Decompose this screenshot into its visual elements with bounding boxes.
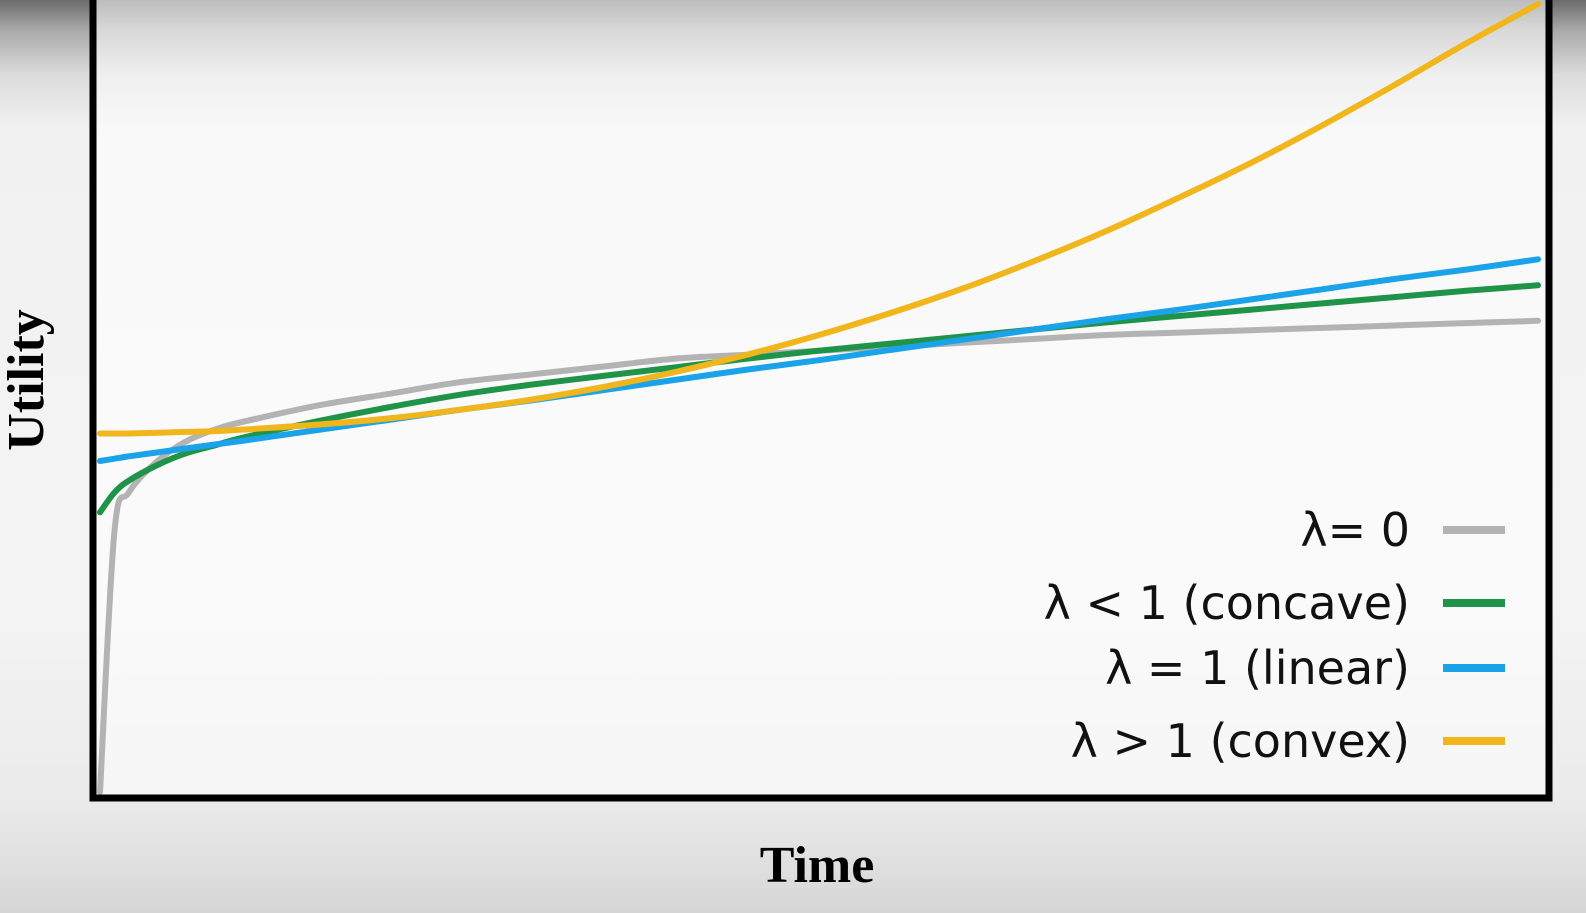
legend-label-3: λ = 1 (linear): [1105, 641, 1410, 695]
series-layer: [97, 1, 1541, 795]
x-axis-label: Time: [760, 837, 875, 894]
legend: λ= 0 λ < 1 (concave) λ = 1 (linear) λ > 1 (…: [1044, 503, 1505, 768]
legend-label-1: λ= 0: [1300, 503, 1410, 557]
legend-label-2: λ < 1 (concave): [1044, 576, 1410, 630]
plot-frame: [89, 0, 1553, 802]
y-axis-label: Utility: [0, 309, 55, 451]
series-line-3: [97, 256, 1541, 464]
legend-label-4: λ > 1 (convex): [1071, 714, 1410, 768]
series-line-4: [97, 1, 1541, 437]
